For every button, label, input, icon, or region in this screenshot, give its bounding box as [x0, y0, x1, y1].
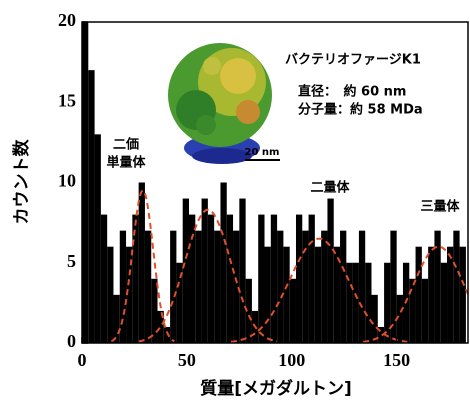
- bar: [384, 263, 390, 343]
- bar: [258, 215, 264, 343]
- inset-title: バクテリオファージK1: [285, 53, 421, 68]
- bar: [321, 231, 327, 343]
- bar: [422, 279, 428, 343]
- x-tick-label: 100: [278, 350, 305, 370]
- bar: [202, 199, 208, 343]
- bar: [327, 199, 333, 343]
- bar: [409, 279, 415, 343]
- bar: [265, 247, 271, 343]
- bar: [359, 231, 365, 343]
- scale-label: 20 nm: [245, 147, 280, 158]
- x-tick-label: 150: [383, 350, 410, 370]
- bar: [302, 231, 308, 343]
- bar: [372, 295, 378, 343]
- bar: [183, 199, 189, 343]
- bar: [120, 231, 126, 343]
- annotation: 三量体: [420, 199, 460, 215]
- bar: [220, 183, 226, 344]
- bar: [365, 263, 371, 343]
- bar: [447, 247, 453, 343]
- bar: [239, 199, 245, 343]
- bar: [315, 247, 321, 343]
- annotation: 二価: [113, 137, 139, 153]
- bar: [296, 215, 302, 343]
- annotation: 二量体: [310, 180, 350, 196]
- inset-text: 直径： 約 60 nm: [298, 84, 406, 100]
- virus-image: [168, 43, 272, 164]
- bar: [353, 263, 359, 343]
- y-tick-label: 0: [67, 331, 76, 351]
- bar: [95, 134, 101, 343]
- bar: [283, 247, 289, 343]
- bar: [107, 247, 113, 343]
- bar: [460, 247, 466, 343]
- bar: [233, 231, 239, 343]
- bar: [214, 231, 220, 343]
- bar: [271, 215, 277, 343]
- y-tick-label: 10: [58, 171, 76, 191]
- y-tick-label: 20: [58, 10, 76, 30]
- y-tick-label: 15: [58, 90, 76, 110]
- y-axis-label: カウント数: [11, 139, 32, 225]
- bar: [309, 215, 315, 343]
- bar: [346, 263, 352, 343]
- bar: [101, 215, 107, 343]
- chart: バクテリオファージK1 直径： 約 60 nm 分子量：約 58 MDa カウン…: [0, 0, 470, 405]
- y-tick-label: 5: [67, 251, 76, 271]
- bar: [170, 231, 176, 343]
- bar: [151, 279, 157, 343]
- bar: [416, 247, 422, 343]
- bar: [441, 263, 447, 343]
- bar: [453, 231, 459, 343]
- inset-text: 分子量：約 58 MDa: [298, 102, 423, 118]
- bar: [145, 231, 151, 343]
- bar: [290, 279, 296, 343]
- bar: [208, 215, 214, 343]
- bar: [277, 231, 283, 343]
- bar: [340, 231, 346, 343]
- bar: [139, 183, 145, 344]
- bar: [189, 215, 195, 343]
- bar: [88, 70, 94, 343]
- bar: [195, 231, 201, 343]
- bar: [227, 215, 233, 343]
- annotation: 単量体: [106, 155, 146, 171]
- x-tick-label: 50: [178, 350, 196, 370]
- bar: [113, 295, 119, 343]
- bar: [428, 247, 434, 343]
- x-axis-label: 質量[メガダルトン]: [200, 378, 352, 399]
- x-tick-label: 0: [78, 350, 87, 370]
